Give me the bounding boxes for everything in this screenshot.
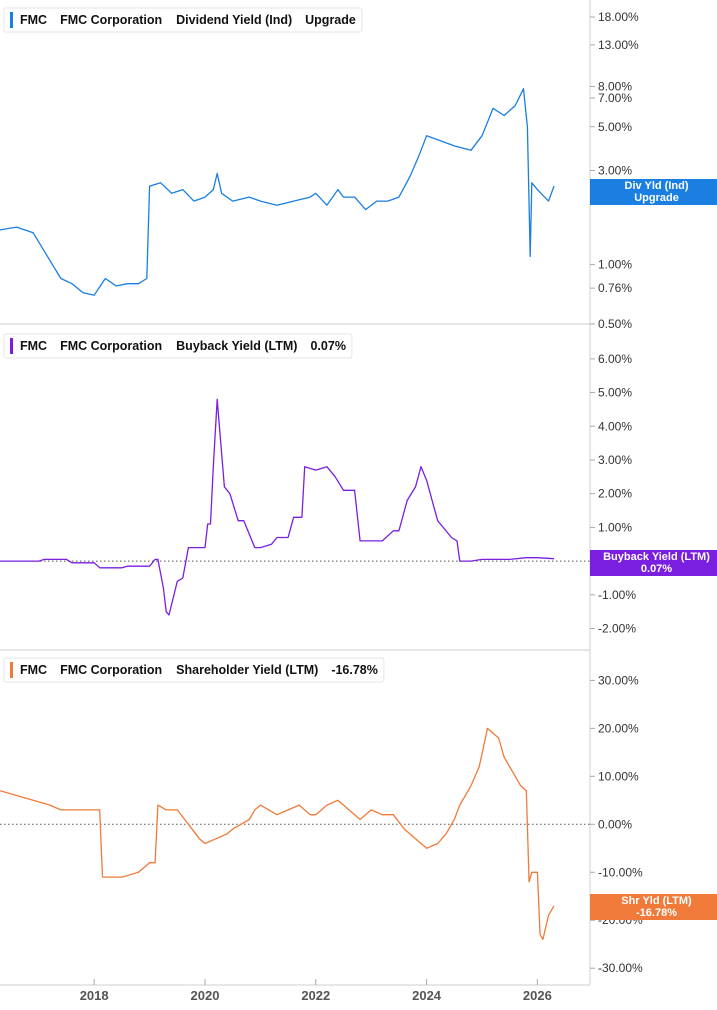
grid-layer (0, 323, 590, 825)
legend-label: FMC (20, 339, 47, 353)
y-tick-label: 13.00% (598, 38, 639, 52)
legend-label: FMC (20, 13, 47, 27)
y-tick-label: -2.00% (598, 622, 636, 636)
legend-label: FMC Corporation (60, 339, 162, 353)
y-tick-label: 8.00% (598, 79, 632, 93)
legend-box[interactable]: FMC FMC Corporation Buyback Yield (LTM) 0.0… (3, 333, 353, 359)
x-tick-label: 2018 (80, 988, 109, 1003)
legend-label: FMC (20, 663, 47, 677)
x-tick-label: 2022 (301, 988, 330, 1003)
y-tick-label: 7.00% (598, 91, 632, 105)
x-tick-label: 2020 (191, 988, 220, 1003)
value-tag-label: Upgrade (634, 192, 679, 204)
value-tag (590, 894, 717, 920)
series-line (0, 398, 555, 616)
value-tag-label: Div Yld (Ind) (625, 180, 689, 192)
legend-color-swatch (10, 338, 13, 354)
legend-label: Shareholder Yield (LTM) (176, 663, 318, 677)
x-tick-label: 2026 (523, 988, 552, 1003)
legend-label: -16.78% (331, 663, 378, 677)
y-tick-label: 1.00% (598, 520, 632, 534)
value-tag-label: -16.78% (636, 907, 677, 919)
value-tag-label: Buyback Yield (LTM) (603, 551, 710, 563)
y-tick-label: 0.50% (598, 317, 632, 331)
value-tag-label: 0.07% (641, 563, 672, 575)
legend-color-swatch (10, 12, 13, 28)
y-tick-label: -30.00% (598, 961, 643, 975)
series-layer (0, 88, 555, 941)
legend-color-swatch (10, 662, 13, 678)
series-line (0, 88, 555, 296)
legend-label: FMC Corporation (60, 13, 162, 27)
y-tick-label: 10.00% (598, 769, 639, 783)
legend-box[interactable]: FMC FMC Corporation Dividend Yield (Ind) Up… (3, 7, 363, 33)
legend-label: Buyback Yield (LTM) (176, 339, 297, 353)
y-tick-label: 3.00% (598, 164, 632, 178)
legend-background (3, 657, 385, 683)
value-tag (590, 179, 717, 205)
x-tick-label: 2024 (412, 988, 442, 1003)
y-tick-label: 3.00% (598, 453, 632, 467)
y-tick-label: 2.00% (598, 487, 632, 501)
y-tick-label: 20.00% (598, 721, 639, 735)
legend-label: Upgrade (305, 13, 356, 27)
y-tick-label: 18.00% (598, 10, 639, 24)
y-tick-label: -10.00% (598, 865, 643, 879)
y-tick-label: 6.00% (598, 352, 632, 366)
y-tick-label: 4.00% (598, 419, 632, 433)
legend-label: 0.07% (310, 339, 345, 353)
value-tag (590, 550, 717, 576)
y-tick-label: 0.76% (598, 281, 632, 295)
legend-background (3, 7, 363, 33)
y-tick-label: 5.00% (598, 386, 632, 400)
series-line (0, 727, 555, 941)
legend-label: Dividend Yield (Ind) (176, 13, 292, 27)
legend-box[interactable]: FMC FMC Corporation Shareholder Yield (LTM… (3, 657, 385, 683)
value-tag-label: Shr Yld (LTM) (621, 895, 692, 907)
y-tick-label: 1.00% (598, 258, 632, 272)
y-tick-label: -1.00% (598, 588, 636, 602)
y-tick-label: 0.00% (598, 817, 632, 831)
y-tick-label: 30.00% (598, 673, 639, 687)
axis-layer: 18.00% 13.00% 8.00%7.00% 5.00% 3.00% 1.00% 0.7… (0, 0, 643, 1003)
y-tick-label: 5.00% (598, 120, 632, 134)
legend-background (3, 333, 353, 359)
legend-label: FMC Corporation (60, 663, 162, 677)
